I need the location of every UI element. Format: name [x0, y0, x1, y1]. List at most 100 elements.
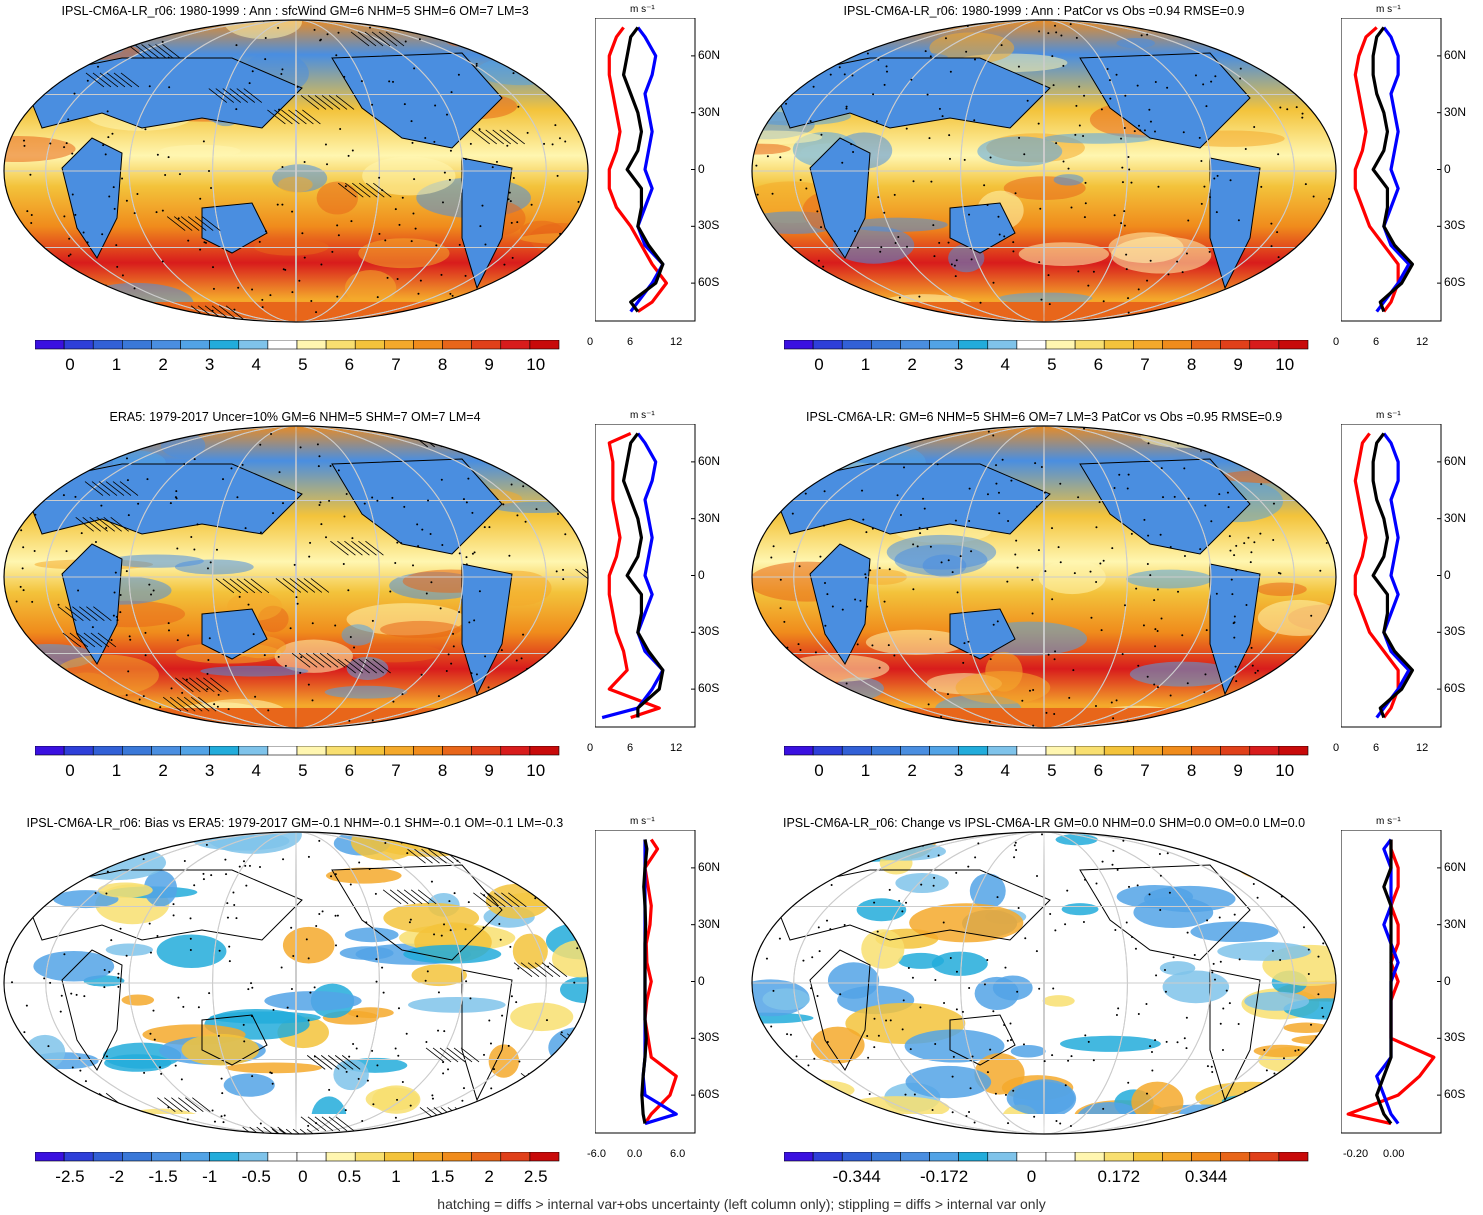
colorbar-swatch — [471, 746, 502, 756]
continent-outline — [809, 949, 871, 1071]
colorbar-tick-label: 7 — [391, 355, 400, 374]
profile-lat-label: 60N — [1444, 859, 1467, 874]
continent-outline — [201, 608, 268, 660]
profile-x-tick: 12 — [670, 336, 683, 348]
colorbar-swatch — [180, 340, 210, 350]
continent-outline — [21, 57, 303, 129]
colorbar-swatch — [1191, 340, 1221, 350]
continent-outline — [1209, 563, 1261, 696]
colorbar-swatch — [267, 340, 298, 350]
colorbar-tick-label: 5 — [1047, 355, 1056, 374]
continent-outline — [61, 543, 123, 665]
profile-lat-label: 30S — [1444, 1030, 1466, 1045]
colorbar-tick-label: 6 — [345, 355, 354, 374]
profile-x-tick: -6.0 — [587, 1148, 606, 1160]
colorbar-swatch — [63, 746, 94, 756]
map-title-6: IPSL-CM6A-LR_r06: Change vs IPSL-CM6A-LR… — [783, 816, 1306, 830]
profile-x-tick: -0.20 — [1343, 1148, 1369, 1160]
profile-line-red — [1353, 26, 1400, 313]
colorbar-swatch — [35, 1152, 65, 1162]
colorbar-tick-label: 1 — [861, 355, 870, 374]
profile-units: m s⁻¹ — [1376, 816, 1401, 827]
profile-line-black — [640, 839, 649, 1124]
colorbar-swatch — [958, 1152, 989, 1162]
colorbar-swatch — [1220, 1152, 1251, 1162]
zonal-profile-2 — [1341, 18, 1442, 322]
colorbar-tick-label: 8 — [438, 761, 447, 780]
colorbar-tick-label: 8 — [1187, 355, 1196, 374]
profile-line-red — [1353, 432, 1400, 719]
continent-outline — [949, 1014, 1016, 1066]
zonal-profile-4 — [1341, 424, 1442, 728]
colorbar-swatch — [529, 746, 560, 756]
colorbar-swatch — [1074, 1152, 1105, 1162]
colorbar-tick-label: 7 — [1140, 355, 1149, 374]
colorbar-tick-label: 2 — [158, 355, 167, 374]
colorbar-swatch — [92, 340, 123, 350]
colorbar-tick-label: 3 — [205, 355, 214, 374]
colorbar-swatch — [151, 746, 181, 756]
profile-lat-label: 60S — [698, 1087, 720, 1102]
profile-line-black — [1375, 839, 1393, 1125]
continent-outline — [1079, 864, 1251, 961]
colorbar-swatch — [1278, 1152, 1309, 1162]
profile-x-tick: 6 — [1373, 742, 1380, 754]
colorbar-tick-label: 5 — [298, 355, 307, 374]
colorbar-swatch — [1133, 746, 1163, 756]
profile-line-red — [607, 26, 669, 313]
colorbar-tick-label: -0.172 — [920, 1167, 968, 1186]
profile-x-tick: 0 — [587, 742, 594, 754]
colorbar-swatch — [354, 1152, 385, 1162]
continent-outline — [331, 458, 503, 555]
profile-x-tick: 6 — [627, 336, 634, 348]
profile-x-tick: 12 — [670, 742, 683, 754]
continent-outline — [809, 137, 871, 259]
colorbar-tick-label: 2.5 — [524, 1167, 548, 1186]
continent-outline — [61, 949, 123, 1071]
colorbar-swatch — [500, 1152, 531, 1162]
zonal-profile-6 — [1341, 830, 1442, 1134]
colorbar-swatch — [471, 1152, 502, 1162]
colorbar-swatch — [92, 1152, 123, 1162]
colorbar-swatch — [1045, 340, 1076, 350]
zonal-profile-3 — [595, 424, 696, 728]
continent-outline — [21, 463, 303, 535]
colorbar-tick-label: 6 — [345, 761, 354, 780]
colorbar-tick-label: 9 — [484, 761, 493, 780]
colorbar-swatch — [1133, 1152, 1163, 1162]
colorbar-swatch — [1249, 746, 1280, 756]
colorbar-swatch — [1162, 746, 1192, 756]
colorbar-swatch — [471, 340, 502, 350]
colorbar-swatch — [1191, 746, 1221, 756]
colorbar-swatch — [325, 340, 356, 350]
map-title-3: ERA5: 1979-2017 Uncer=10% GM=6 NHM=5 SHM… — [109, 410, 481, 424]
colorbar-tick-label: 1 — [391, 1167, 400, 1186]
colorbar-swatch — [1278, 746, 1309, 756]
colorbar-tick-label: 9 — [484, 355, 493, 374]
colorbar-swatch — [209, 1152, 240, 1162]
world-map-4 — [751, 425, 1337, 729]
colorbar-6: -0.344 -0.172 0 0.172 0.344 — [784, 1152, 1309, 1186]
profile-units: m s⁻¹ — [630, 410, 655, 421]
colorbar-tick-label: -1 — [202, 1167, 217, 1186]
colorbar-tick-label: 3 — [954, 355, 963, 374]
world-map-5 — [3, 831, 589, 1135]
profile-lat-label: 60S — [698, 275, 720, 290]
colorbar-swatch — [841, 1152, 872, 1162]
profile-lat-label: 60S — [1444, 1087, 1466, 1102]
continent-outline — [949, 202, 1016, 254]
colorbar-swatch — [871, 1152, 901, 1162]
colorbar-swatch — [987, 746, 1018, 756]
colorbar-tick-label: 10 — [1275, 355, 1294, 374]
profile-lat-label: 0 — [1444, 973, 1451, 988]
profile-lat-label: 30N — [698, 916, 721, 931]
profile-lat-label: 30S — [698, 218, 720, 233]
colorbar-swatch — [151, 340, 181, 350]
colorbar-tick-label: 2 — [158, 761, 167, 780]
profile-x-tick: 12 — [1416, 742, 1429, 754]
profile-x-tick: 0 — [1333, 336, 1340, 348]
map-title-1: IPSL-CM6A-LR_r06: 1980-1999 : Ann : sfcW… — [61, 4, 529, 18]
profile-lat-label: 0 — [1444, 161, 1451, 176]
map-title-5: IPSL-CM6A-LR_r06: Bias vs ERA5: 1979-201… — [26, 816, 564, 830]
map-title-2: IPSL-CM6A-LR_r06: 1980-1999 : Ann : PatC… — [843, 4, 1245, 18]
